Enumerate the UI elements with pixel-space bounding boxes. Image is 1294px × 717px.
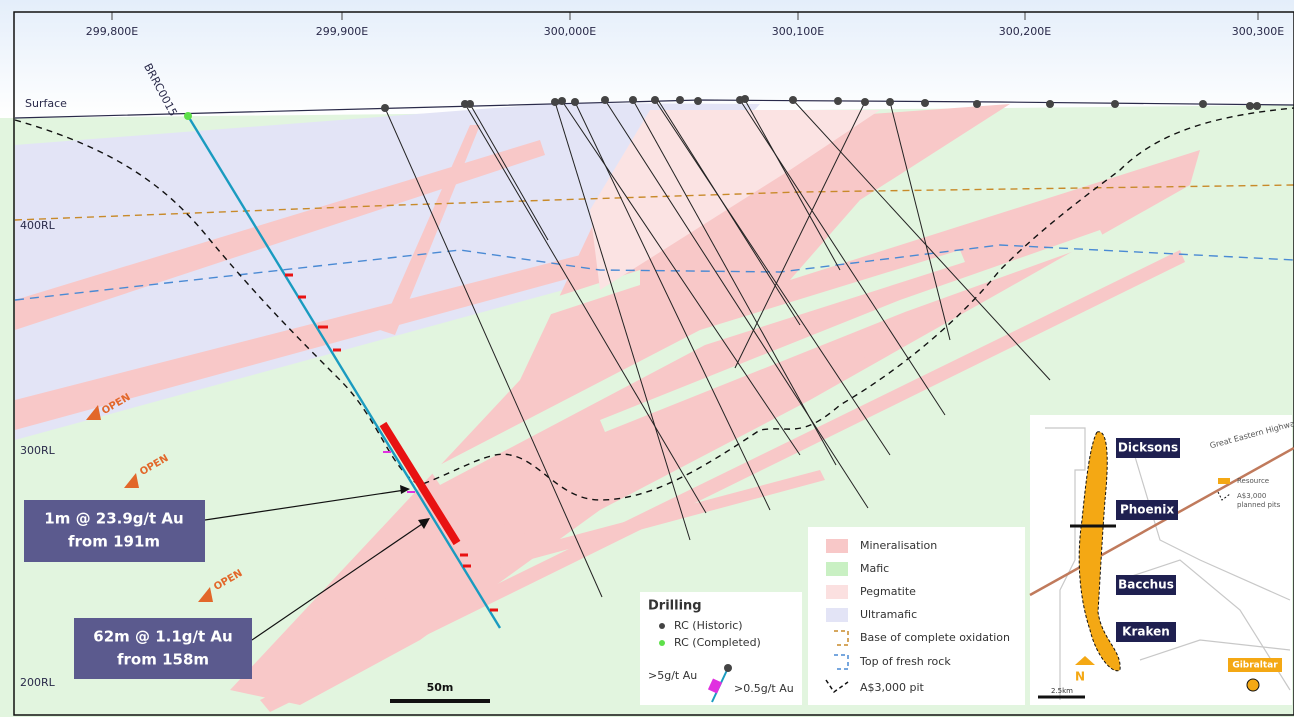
legend-item: Top of fresh rock	[859, 655, 951, 668]
arrow	[251, 521, 426, 641]
inset-legend: Resource	[1237, 477, 1269, 485]
mafic-stripes	[15, 230, 1105, 490]
arrowhead	[400, 485, 410, 494]
fresh-rock-line	[14, 244, 1294, 301]
legend-item: Pegmatite	[860, 585, 916, 598]
minor-intercepts	[285, 273, 498, 612]
inset-map: Great Eastern Highway Dicksons Phoenix B…	[1029, 415, 1294, 705]
inset-legend: A$3,000	[1237, 492, 1266, 500]
deposit-label: Dicksons	[1118, 441, 1178, 455]
legend-item: Ultramafic	[860, 608, 917, 621]
legend-item: >0.5g/t Au	[734, 682, 794, 695]
oxidation-line	[14, 184, 1294, 221]
legend-item: RC (Completed)	[674, 636, 761, 649]
arrow	[204, 489, 406, 521]
level: 400RL	[20, 219, 56, 232]
callout-text: 62m @ 1.1g/t Au	[93, 628, 232, 646]
inset-box	[1030, 415, 1292, 705]
legend-box	[640, 592, 802, 705]
pit-outline	[14, 107, 1294, 501]
callout	[24, 500, 205, 562]
deposit-label: Bacchus	[1118, 578, 1174, 592]
high-grade	[383, 451, 415, 493]
legend-item: RC (Historic)	[674, 619, 743, 632]
easting: 300,000E	[544, 25, 596, 38]
surface-label: Surface	[25, 97, 67, 110]
levels: 400RL 300RL 200RL	[20, 219, 56, 689]
easting: 300,100E	[772, 25, 824, 38]
collars	[381, 95, 1261, 112]
frame	[13, 11, 1294, 716]
eastings: 299,800E 299,900E 300,000E 300,100E 300,…	[86, 12, 1284, 38]
easting: 299,800E	[86, 25, 138, 38]
callout-text: 1m @ 23.9g/t Au	[44, 510, 183, 528]
collar-completed	[184, 112, 192, 120]
drillhole-brrc0015	[186, 115, 502, 629]
legend-item: Base of complete oxidation	[860, 631, 1010, 644]
level: 200RL	[20, 676, 56, 689]
pegmatite	[590, 110, 880, 290]
legend-title: Drilling	[648, 599, 702, 614]
sky	[0, 0, 1294, 118]
scale-bar	[390, 699, 490, 703]
deposit-label: Kraken	[1122, 625, 1170, 639]
scale-label: 50m	[427, 681, 454, 694]
callout-text: from 158m	[117, 651, 209, 669]
easting: 300,300E	[1232, 25, 1284, 38]
legend-item: Mafic	[860, 562, 889, 575]
inset-legend: planned pits	[1237, 501, 1281, 509]
callout-text: from 191m	[68, 533, 160, 551]
legend-item: Mineralisation	[860, 539, 937, 552]
north-label: N	[1075, 670, 1085, 684]
historic-holes	[384, 99, 1051, 598]
easting: 300,200E	[999, 25, 1051, 38]
callout	[74, 618, 252, 679]
open-arrows	[86, 405, 213, 602]
intercept	[379, 421, 461, 546]
legend: Mineralisation Mafic Pegmatite Ultramafi…	[808, 527, 1025, 705]
arrowhead	[418, 518, 430, 529]
level: 300RL	[20, 444, 56, 457]
deposit-label: Phoenix	[1120, 503, 1174, 517]
inset-scale: 2.5km	[1051, 687, 1073, 695]
legend-item: A$3,000 pit	[860, 681, 925, 694]
easting: 299,900E	[316, 25, 368, 38]
drilling-legend: Drilling RC (Historic) RC (Completed) >5…	[640, 592, 802, 705]
town-label: Gibraltar	[1232, 661, 1278, 671]
legend-item: >5g/t Au	[648, 669, 697, 682]
